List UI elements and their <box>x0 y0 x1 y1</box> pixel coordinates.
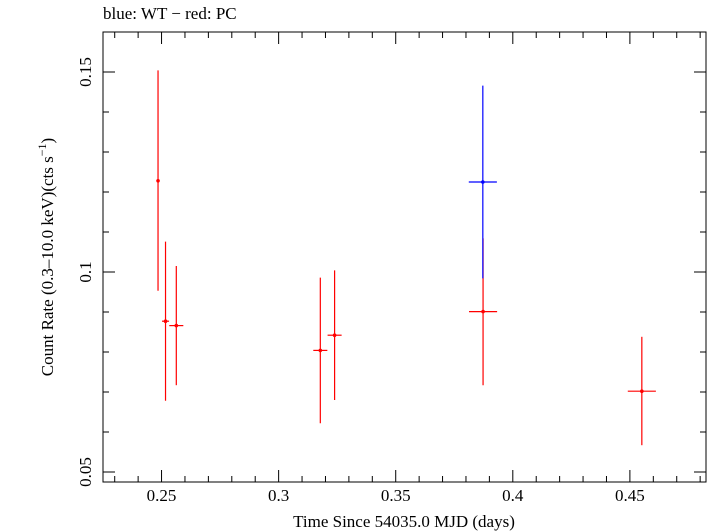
y-tick-label: 0.15 <box>76 57 95 87</box>
data-point <box>156 70 160 291</box>
point-marker <box>481 309 485 314</box>
data-marks <box>156 70 656 446</box>
x-tick-label: 0.45 <box>615 486 645 505</box>
x-tick-label: 0.4 <box>502 486 524 505</box>
y-tick-label: 0.1 <box>76 261 95 282</box>
x-axis-label: Time Since 54035.0 MJD (days) <box>293 512 515 531</box>
y-axis-label: Count Rate (0.3–10.0 keV)(cts s−1) <box>35 138 57 376</box>
x-tick-label: 0.25 <box>147 486 177 505</box>
point-marker <box>481 180 485 184</box>
axis-ticks <box>103 31 706 482</box>
point-marker <box>318 348 323 353</box>
point-marker <box>156 179 160 183</box>
data-point <box>313 277 328 424</box>
data-point <box>169 266 184 386</box>
y-axis-label-main: Count Rate (0.3–10.0 keV)(cts s <box>38 156 57 376</box>
x-tick-label: 0.3 <box>268 486 289 505</box>
y-axis-label-superscript: −1 <box>35 143 49 156</box>
data-point <box>627 336 656 446</box>
y-tick-label: 0.05 <box>76 457 95 487</box>
chart-title: blue: WT − red: PC <box>103 4 237 23</box>
data-point <box>327 270 342 400</box>
tick-labels: 0.25 0.3 0.35 0.4 0.45 0.05 0.1 0.15 <box>76 57 645 505</box>
point-marker <box>163 319 168 324</box>
point-marker <box>640 389 644 394</box>
point-marker <box>174 323 179 328</box>
x-tick-label: 0.35 <box>381 486 411 505</box>
plot-frame <box>102 31 707 483</box>
point-marker <box>332 333 337 338</box>
data-point <box>468 85 497 279</box>
y-axis-label-close: ) <box>38 138 57 144</box>
data-point <box>162 241 170 401</box>
